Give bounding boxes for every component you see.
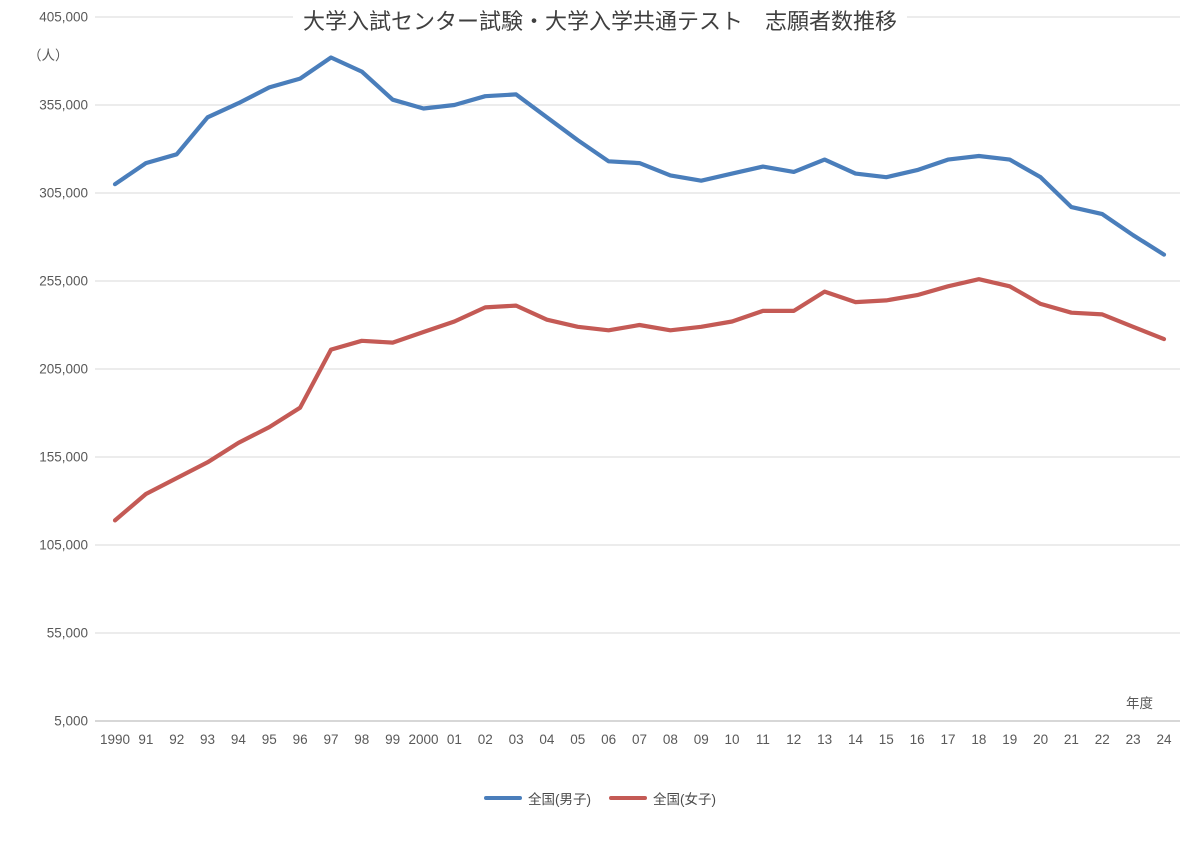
x-tick-label: 94 [231,732,247,747]
x-tick-label: 96 [293,732,308,747]
x-tick-label: 21 [1064,732,1079,747]
y-axis-unit-label: （人） [28,48,69,63]
chart-title-text: 大学入試センター試験・大学入学共通テスト 志願者数推移 [292,9,907,34]
female-line-swatch [609,796,647,800]
x-tick-label: 98 [354,732,369,747]
y-tick-label: 55,000 [47,626,88,641]
x-tick-label: 24 [1156,732,1172,747]
x-tick-label: 23 [1126,732,1141,747]
legend-label-male: 全国(男子) [528,792,591,807]
x-tick-label: 13 [817,732,832,747]
x-tick-label: 05 [570,732,585,747]
y-tick-label: 355,000 [39,98,88,113]
legend-item-female: 全国(女子) [609,788,716,808]
x-tick-label: 92 [169,732,184,747]
y-tick-label: 5,000 [54,714,88,729]
series-line-female [112,277,1167,523]
x-tick-label: 93 [200,732,215,747]
y-tick-label: 105,000 [39,538,88,553]
x-tick-label: 10 [725,732,740,747]
x-tick-label: 02 [478,732,493,747]
male-line-swatch [484,796,522,800]
x-tick-label: 2000 [409,732,439,747]
x-tick-label: 97 [323,732,338,747]
x-tick-label: 14 [848,732,864,747]
x-tick-label: 01 [447,732,462,747]
y-tick-label: 155,000 [39,450,88,465]
x-tick-label: 03 [509,732,524,747]
x-tick-label: 20 [1033,732,1048,747]
x-tick-label: 16 [910,732,925,747]
x-tick-label: 95 [262,732,277,747]
x-tick-label: 19 [1002,732,1017,747]
y-tick-label: 255,000 [39,274,88,289]
x-tick-label: 11 [756,732,770,747]
x-tick-label: 17 [941,732,956,747]
x-tick-label: 99 [385,732,400,747]
legend: 全国(男子) 全国(女子) [0,788,1200,808]
x-tick-label: 09 [694,732,709,747]
y-tick-label: 405,000 [39,10,88,25]
x-tick-label: 18 [971,732,986,747]
x-tick-label: 15 [879,732,894,747]
x-tick-label: 12 [786,732,801,747]
y-tick-label: 305,000 [39,186,88,201]
series-line-male [112,55,1167,257]
x-tick-label: 06 [601,732,616,747]
x-tick-label: 22 [1095,732,1110,747]
x-axis-unit-label: 年度 [1126,696,1153,711]
x-tick-label: 04 [539,732,555,747]
x-tick-label: 91 [138,732,153,747]
y-tick-label: 205,000 [39,362,88,377]
x-tick-label: 07 [632,732,647,747]
legend-item-male: 全国(男子) [484,788,591,808]
x-tick-label: 1990 [100,732,130,747]
chart-title: 大学入試センター試験・大学入学共通テスト 志願者数推移 [0,9,1200,35]
x-tick-label: 08 [663,732,678,747]
legend-label-female: 全国(女子) [653,792,716,807]
